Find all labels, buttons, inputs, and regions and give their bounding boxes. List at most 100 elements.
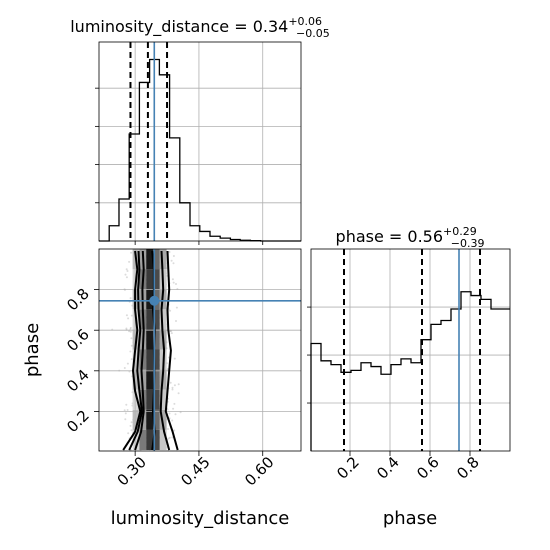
joint-ytick-label-3: 0.8 xyxy=(63,285,93,315)
joint-density-cell xyxy=(146,269,153,290)
joint-sample-point xyxy=(127,317,130,320)
joint-sample-point xyxy=(124,418,127,421)
joint-density-cell xyxy=(153,329,160,350)
joint-sample-point xyxy=(167,428,169,430)
joint-density-cell xyxy=(146,369,153,390)
joint-sample-point xyxy=(168,412,171,415)
joint-contour-1 xyxy=(128,250,144,451)
joint-sample-point xyxy=(130,337,133,340)
joint-density-cell xyxy=(146,389,153,410)
joint-sample-point xyxy=(169,309,172,312)
joint-sample-point xyxy=(129,424,132,427)
ld-title-minus: −0.05 xyxy=(296,27,330,40)
joint-density-cell xyxy=(132,369,140,390)
joint-sample-point xyxy=(171,386,174,389)
phase-title-plus: +0.29 xyxy=(443,225,477,238)
joint-sample-point xyxy=(172,281,175,284)
joint-sample-point xyxy=(172,407,175,410)
phase-title-param: phase xyxy=(336,227,384,246)
ld-title-plus: +0.06 xyxy=(288,15,322,28)
joint-sample-point xyxy=(174,413,177,416)
joint-density-cell xyxy=(159,429,167,450)
joint-density-cell xyxy=(132,409,140,430)
joint-sample-point xyxy=(126,409,129,411)
phase-hist-path xyxy=(310,291,510,451)
joint-density-cell xyxy=(153,309,160,330)
joint-sample-point xyxy=(169,381,172,384)
joint-sample-point xyxy=(129,330,132,333)
y-axis-label-phase: phase xyxy=(22,323,43,377)
joint-sample-point xyxy=(125,314,128,317)
joint-sample-point xyxy=(130,251,133,254)
joint-sample-point xyxy=(129,350,132,353)
joint-sample-point xyxy=(168,436,171,439)
ld-title-median: 0.34 xyxy=(253,17,289,36)
ld-quantiles xyxy=(129,42,169,241)
joint-sample-point xyxy=(124,412,127,415)
joint-sample-point xyxy=(126,270,129,272)
phase-hist-group xyxy=(310,291,510,451)
joint-sample-point xyxy=(127,432,130,435)
x-axis-label-phase: phase xyxy=(383,508,437,529)
phase-xtick-label-3: 0.8 xyxy=(453,453,483,483)
joint-contour-4 xyxy=(159,250,171,451)
joint-sample-point xyxy=(124,273,127,276)
joint-ytick-label-2: 0.6 xyxy=(63,325,93,355)
joint-sample-point xyxy=(126,362,129,365)
joint-contour-0 xyxy=(122,250,142,451)
phase-xticks: 0.2 0.4 0.6 0.8 xyxy=(333,451,483,483)
joint-density-cell xyxy=(146,329,153,350)
joint-density-cell xyxy=(159,409,167,430)
phase-quantiles xyxy=(343,249,481,451)
joint-contour-2 xyxy=(134,250,145,451)
joint-sample-point xyxy=(172,262,175,265)
joint-sample-point xyxy=(168,251,171,253)
phase-grid xyxy=(311,249,510,451)
joint-density-cell xyxy=(153,369,160,390)
joint-sample-point xyxy=(125,268,128,271)
joint-density-cell xyxy=(132,429,140,450)
joint-sample-point xyxy=(177,383,180,386)
joint-frame xyxy=(98,248,302,452)
joint-sample-point xyxy=(171,278,174,281)
joint-sample-point xyxy=(171,388,174,391)
joint-ytick-label-1: 0.4 xyxy=(63,366,93,396)
joint-xtick-label-0: 0.30 xyxy=(114,453,150,489)
joint-density-cell xyxy=(146,309,153,330)
joint-sample-point xyxy=(129,297,132,300)
joint-grid xyxy=(99,249,301,451)
joint-contour-5 xyxy=(164,250,179,451)
joint-density-cell xyxy=(146,349,153,370)
joint-sample-point xyxy=(171,419,174,422)
joint-ytick-label-0: 0.2 xyxy=(63,407,93,437)
phase-xtick-label-2: 0.6 xyxy=(413,453,443,483)
joint-density-cell xyxy=(139,429,147,450)
joint-density-cell xyxy=(132,389,140,410)
joint-density-cell xyxy=(159,389,167,410)
joint-sample-point xyxy=(128,260,131,263)
phase-xtick-label-0: 0.2 xyxy=(333,453,363,483)
x-axis-label-luminosity-distance: luminosity_distance xyxy=(111,508,290,529)
joint-sample-point xyxy=(125,327,128,330)
joint-sample-point xyxy=(171,436,174,439)
joint-sample-point xyxy=(129,326,132,329)
joint-sample-point xyxy=(173,384,176,387)
joint-density-cell xyxy=(146,429,153,450)
panel-phase-hist: phase = 0.56+0.29 −0.39 0.2 0.4 0.6 0.8 phas… xyxy=(307,225,511,529)
ld-hist-group xyxy=(99,58,301,242)
joint-sample-point xyxy=(166,408,169,411)
joint-density-cell xyxy=(153,389,160,410)
joint-truth-point xyxy=(149,295,160,306)
phase-yticks xyxy=(307,306,311,404)
joint-sample-point xyxy=(130,344,133,347)
joint-density-cell xyxy=(153,249,160,270)
joint-sample-point xyxy=(167,437,170,440)
ld-grid xyxy=(99,42,301,241)
joint-sample-point xyxy=(175,306,178,309)
joint-sample-point xyxy=(173,357,176,360)
joint-density-cell xyxy=(159,249,167,270)
joint-sample-point xyxy=(125,403,128,406)
joint-xticks: 0.30 0.45 0.60 xyxy=(114,451,278,489)
joint-sample-point xyxy=(130,358,133,361)
joint-density-cell xyxy=(159,309,167,330)
